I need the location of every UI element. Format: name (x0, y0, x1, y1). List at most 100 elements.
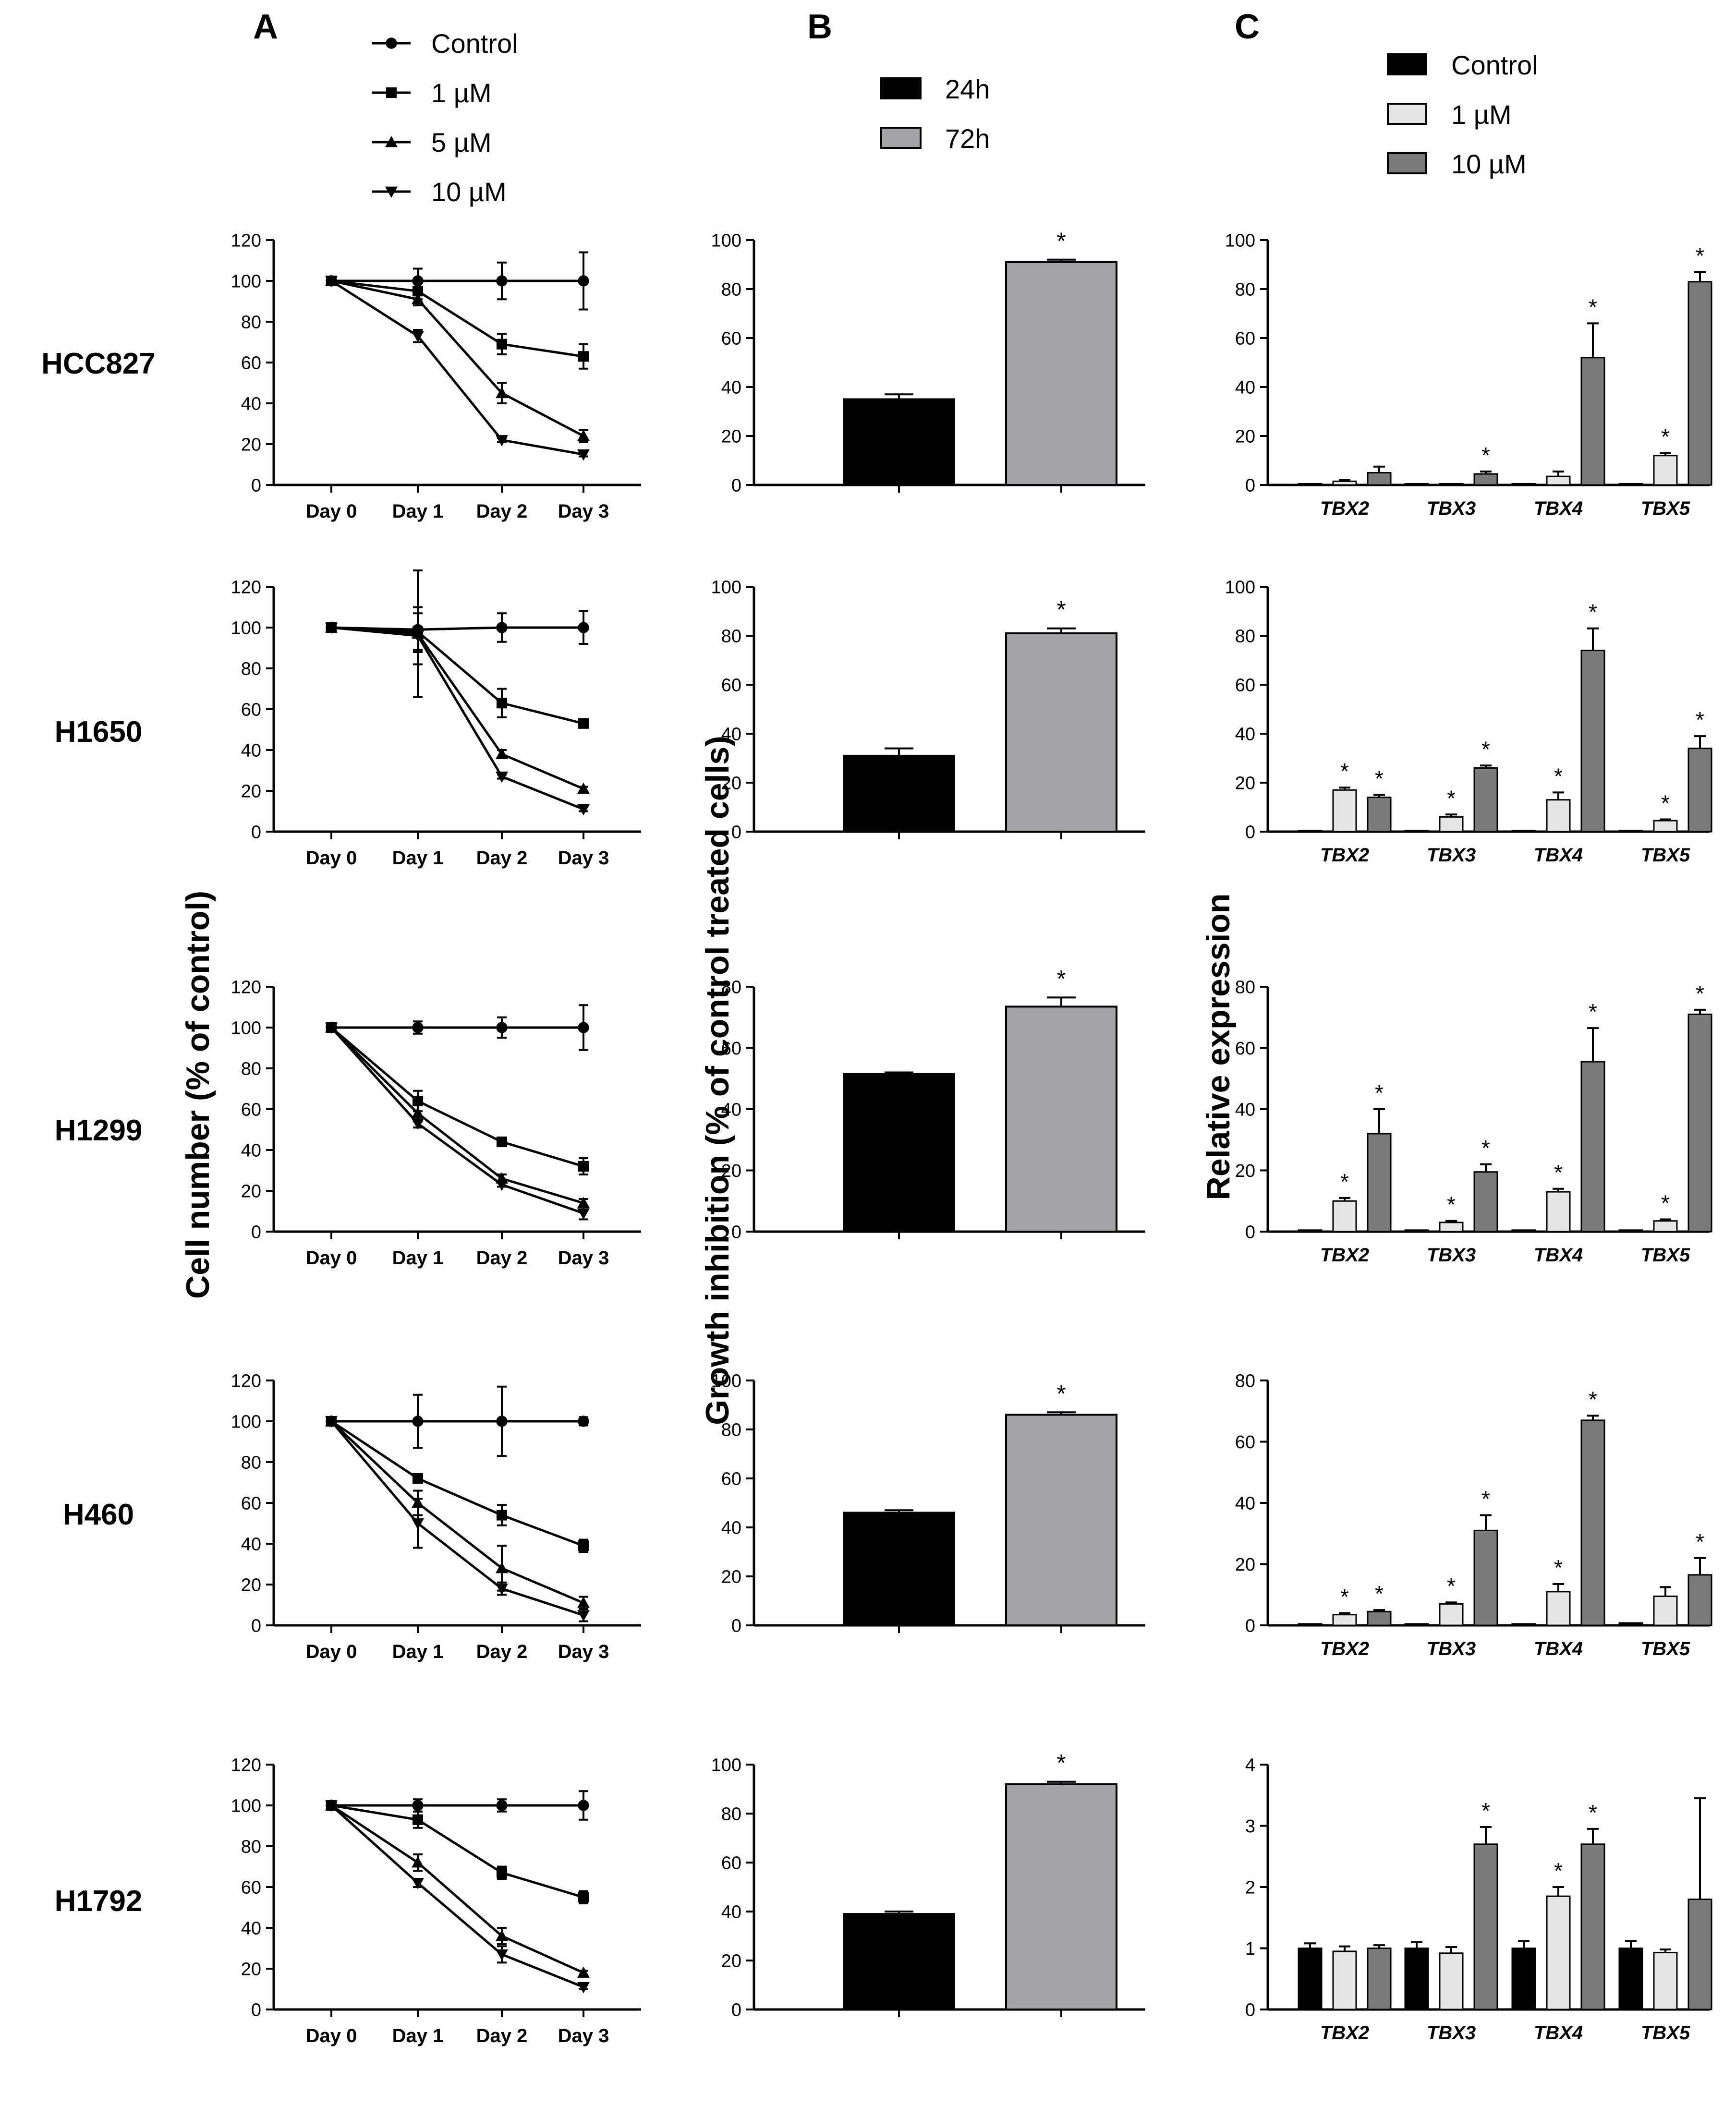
c-x-tick-label: TBX3 (1427, 1245, 1476, 1266)
a-y-tick-label: 80 (241, 1059, 261, 1079)
a-marker (578, 1540, 589, 1551)
legend-c-swatch (1387, 103, 1427, 125)
panel-b-ylabel: Growth inhibition (% of control treated … (699, 736, 736, 1425)
b-y-tick-label: 100 (711, 1755, 741, 1776)
a-x-tick-label: Day 2 (476, 2025, 528, 2046)
legend-c-label: Control (1451, 50, 1538, 80)
c-x-tick-label: TBX5 (1641, 498, 1690, 519)
a-y-tick-label: 0 (251, 1616, 261, 1636)
c-bar (1332, 480, 1357, 486)
a-y-tick-label: 60 (241, 1494, 261, 1514)
panel-label-a: A (253, 8, 278, 46)
c-significance-star: * (1661, 1191, 1670, 1216)
b-y-tick-label: 100 (711, 578, 741, 598)
c-bar (1653, 455, 1678, 486)
a-marker (496, 1867, 508, 1878)
a-x-tick-label: Day 3 (558, 1641, 609, 1662)
legend-c-swatch (1387, 53, 1427, 75)
a-marker (412, 331, 424, 342)
c-bar (1404, 1623, 1429, 1626)
a-x-tick-label: Day 3 (558, 1247, 609, 1269)
panel-c-ylabel: Relative expression (1200, 894, 1237, 1200)
a-marker (577, 1208, 590, 1220)
a-marker (578, 622, 589, 633)
a-y-tick-label: 120 (231, 978, 261, 998)
a-marker (412, 1856, 424, 1868)
c-x-tick-label: TBX2 (1320, 2022, 1369, 2044)
c-significance-star: * (1375, 1581, 1384, 1606)
a-marker (496, 698, 508, 709)
b-y-tick-label: 60 (721, 676, 741, 696)
b-y-tick-label: 80 (721, 280, 741, 300)
a-y-tick-label: 80 (241, 1453, 261, 1473)
legend-a-marker (386, 37, 397, 49)
a-marker (412, 1878, 424, 1889)
a-y-tick-label: 40 (241, 1919, 261, 1939)
legend-c: Control 1 µM 10 µM (1387, 50, 1538, 179)
b-significance-star: * (1056, 965, 1066, 992)
a-marker (496, 1022, 508, 1033)
b-y-tick-label: 80 (721, 1804, 741, 1825)
b-y-tick-label: 0 (731, 2000, 741, 2021)
b-y-tick-label: 0 (731, 823, 741, 843)
a-marker (496, 387, 508, 399)
a-marker (578, 1161, 589, 1172)
b-y-tick-label: 0 (731, 1222, 741, 1243)
a-series-line (331, 279, 584, 437)
a-marker (325, 276, 338, 287)
b-y-tick-label: 20 (721, 774, 741, 794)
b-y-tick-label: 80 (721, 978, 741, 998)
a-x-tick-label: Day 0 (306, 1641, 357, 1662)
c-bar (1332, 1950, 1357, 2010)
c-significance-star: * (1481, 443, 1490, 468)
a-marker (496, 339, 508, 350)
a-x-tick-label: Day 3 (558, 847, 609, 869)
a-y-tick-label: 100 (231, 1796, 261, 1816)
a-marker (577, 449, 590, 461)
panel-label-b: B (807, 8, 832, 46)
c-significance-star: * (1554, 1555, 1563, 1580)
cell-line-label-h1650: H1650 (55, 715, 143, 749)
c-bar (1332, 1200, 1357, 1233)
panel-label-c: C (1235, 8, 1260, 46)
a-y-tick-label: 120 (231, 231, 261, 251)
c-significance-star: * (1481, 1136, 1490, 1161)
c-bar (1298, 483, 1323, 486)
c-x-tick-label: TBX5 (1641, 2022, 1690, 2044)
a-x-tick-label: Day 2 (476, 1247, 528, 1269)
a-series-line (331, 626, 584, 811)
c-significance-star: * (1696, 981, 1704, 1006)
b-bar (843, 1913, 955, 2011)
c-bar (1546, 475, 1571, 486)
a-marker (577, 430, 590, 441)
a-series-line (330, 1027, 584, 1204)
c-bar (1298, 1229, 1323, 1233)
a-marker (412, 1022, 424, 1033)
c-x-tick-label: TBX2 (1320, 845, 1369, 866)
c-bar (1653, 1220, 1678, 1233)
legend-c-label: 10 µM (1451, 149, 1527, 179)
c-y-tick-label: 40 (1235, 1494, 1255, 1514)
a-x-tick-label: Day 1 (392, 847, 444, 869)
a-y-tick-label: 40 (241, 1141, 261, 1161)
legend-b-label: 72h (945, 123, 990, 154)
c-y-tick-label: 40 (1235, 378, 1255, 398)
a-marker (496, 1179, 508, 1191)
a-marker (578, 275, 589, 287)
a-marker (496, 275, 508, 287)
c-bar (1546, 1191, 1571, 1233)
c-significance-star: * (1375, 1080, 1384, 1105)
b-bar (1005, 632, 1117, 833)
a-x-tick-label: Day 2 (476, 847, 528, 869)
c-bar (1473, 767, 1498, 833)
a-y-tick-label: 0 (251, 823, 261, 843)
c-y-tick-label: 100 (1225, 578, 1255, 598)
b-y-tick-label: 40 (721, 378, 741, 398)
c-bar (1580, 650, 1605, 833)
c-bar (1404, 829, 1429, 833)
a-marker (577, 1197, 590, 1208)
a-x-tick-label: Day 3 (558, 501, 609, 522)
c-significance-star: * (1589, 999, 1597, 1024)
a-marker (496, 1584, 508, 1595)
